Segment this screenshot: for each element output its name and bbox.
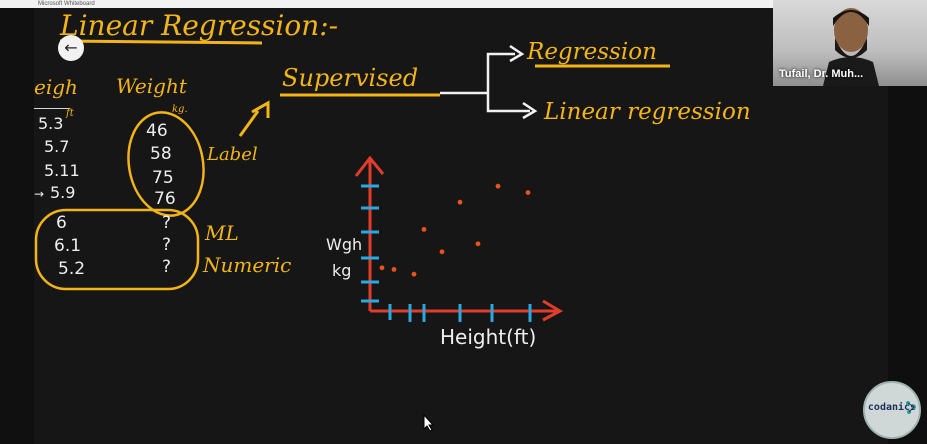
scatter-point (421, 227, 427, 232)
whiteboard-canvas[interactable]: Linear Regression:- Supervised Regressio… (0, 8, 927, 444)
weight-value: 75 (152, 168, 174, 188)
arrow-left-icon: ← (64, 38, 78, 57)
branch-linear-regression: Linear regression (543, 99, 751, 125)
scatter-point (475, 241, 481, 247)
network-icon (906, 401, 916, 414)
supervised-check-arrow (238, 100, 270, 137)
left-border (0, 8, 34, 444)
weight-value: 46 (146, 121, 168, 141)
codanics-label: codanics (867, 402, 917, 413)
scatter-point (495, 183, 501, 189)
height-value: 5.7 (44, 137, 69, 156)
weight-value: 76 (154, 189, 176, 209)
supervised-text: Supervised (282, 64, 418, 92)
axis-ticks (361, 184, 532, 322)
scatter-point (391, 267, 397, 272)
branch-lines (440, 52, 530, 113)
weight-value: 58 (150, 144, 172, 164)
scatter-point (525, 190, 531, 196)
numeric-text: Numeric (202, 253, 291, 277)
x-axis-arrowhead (542, 299, 564, 322)
unknown-weight: ? (162, 235, 171, 255)
unknown-height: 5.2 (58, 259, 85, 279)
scatter-point (457, 199, 463, 205)
y-axis-arrowhead (354, 155, 385, 177)
codanics-logo: codanics (863, 381, 921, 439)
unknown-height: 6 (56, 213, 67, 233)
branch-arrowheads (509, 44, 538, 120)
title-underline (59, 39, 263, 45)
x-axis-label: Height(ft) (440, 325, 536, 349)
weight-unit: kg. (172, 104, 188, 115)
height-unit: ft (65, 108, 75, 119)
participant-name: Tufail, Dr. Muh... (779, 68, 864, 80)
scatter-plot: Wgh kg Height(ft) (326, 155, 564, 349)
video-tile[interactable]: Tufail, Dr. Muh... (773, 0, 927, 86)
unknown-weight: ? (162, 257, 171, 277)
height-value: 5.11 (44, 161, 80, 180)
whiteboard-title: Linear Regression:- (59, 9, 338, 42)
scatter-points (379, 183, 531, 277)
row-arrow: → (34, 187, 44, 201)
unknown-rows-loop (34, 208, 200, 291)
scatter-point (411, 271, 417, 277)
y-axis-unit: kg (332, 261, 351, 280)
unknown-height: 6.1 (54, 236, 81, 256)
window-title-bar: Microsoft Whiteboard (0, 0, 927, 8)
height-header: eigh (34, 75, 78, 99)
label-text: Label (206, 144, 258, 165)
unknown-weight: ? (162, 213, 171, 233)
height-header-underline: ______ (33, 95, 71, 109)
ml-text: ML (204, 221, 239, 245)
height-value: 5.3 (38, 114, 63, 133)
label-loop (127, 111, 205, 217)
branch-regression: Regression (526, 39, 657, 65)
back-button[interactable]: ← (58, 35, 84, 61)
window-title: Microsoft Whiteboard (38, 1, 95, 7)
weight-header: Weight (116, 74, 188, 98)
scatter-point (379, 265, 385, 271)
height-value: 5.9 (50, 183, 75, 202)
mouse-pointer-icon (423, 414, 435, 432)
participant-avatar (823, 8, 879, 86)
scatter-point (439, 249, 445, 255)
y-axis-label: Wgh (326, 235, 362, 254)
